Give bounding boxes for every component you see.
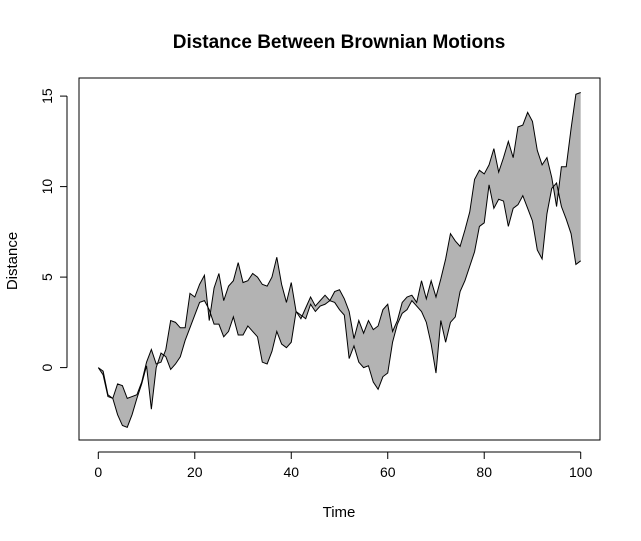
y-axis: 0 5 10 15	[39, 88, 68, 371]
chart-title: Distance Between Brownian Motions	[173, 32, 506, 53]
y-axis-label: Distance	[4, 232, 21, 290]
series-lower-line	[97, 181, 582, 428]
x-tick-label: 40	[283, 464, 299, 480]
y-tick-label: 10	[39, 179, 55, 195]
x-tick-label: 0	[94, 464, 102, 480]
y-tick-label: 15	[39, 88, 55, 104]
series-upper-line	[97, 92, 581, 400]
x-tick-label: 80	[476, 464, 492, 480]
x-axis-label: Time	[323, 504, 356, 521]
x-tick-label: 60	[380, 464, 396, 480]
x-axis: 0 20 40 60 80 100	[94, 451, 593, 480]
x-tick-label: 20	[187, 464, 203, 480]
distance-band	[98, 92, 581, 428]
y-tick-label: 0	[39, 363, 55, 371]
x-tick-label: 100	[569, 464, 593, 480]
plot-area-frame	[78, 77, 601, 441]
y-tick-label: 5	[39, 273, 55, 281]
